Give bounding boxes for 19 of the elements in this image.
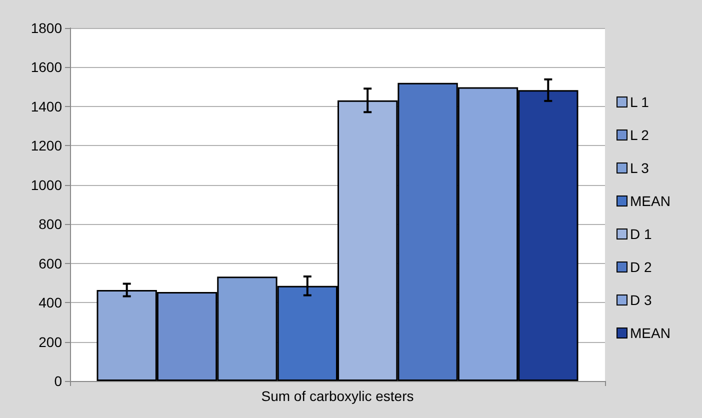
y-tick-label: 600 bbox=[38, 255, 62, 272]
legend-label: MEAN bbox=[630, 325, 670, 341]
legend-label: D 3 bbox=[630, 292, 652, 308]
legend-label: D 1 bbox=[630, 226, 652, 242]
x-tick-label: Sum of carboxylic esters bbox=[261, 388, 414, 404]
y-tick-label: 1800 bbox=[30, 20, 62, 36]
y-tick-label: 1600 bbox=[30, 59, 62, 76]
y-tick-label: 0 bbox=[54, 373, 62, 389]
y-tick-label: 1400 bbox=[30, 98, 62, 114]
y-tick-label: 1000 bbox=[30, 176, 62, 193]
legend-label: L 1 bbox=[630, 94, 650, 110]
y-tick-label: 1200 bbox=[30, 138, 62, 154]
legend-label: MEAN bbox=[630, 193, 670, 209]
y-tick-label: 200 bbox=[38, 334, 62, 350]
y-tick-label: 800 bbox=[38, 216, 62, 232]
legend-label: L 3 bbox=[630, 160, 650, 176]
legend-label: L 2 bbox=[630, 127, 650, 143]
legend-label: D 2 bbox=[630, 259, 652, 275]
y-tick-label: 400 bbox=[38, 294, 62, 311]
